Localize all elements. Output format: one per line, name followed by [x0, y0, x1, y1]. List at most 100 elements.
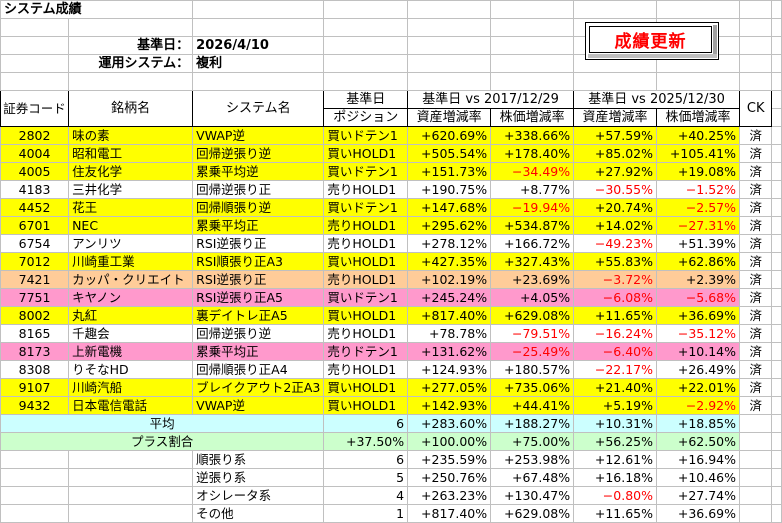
cell[interactable]	[738, 486, 773, 505]
count-cell[interactable]: +37.50%	[323, 432, 409, 451]
position-cell[interactable]: 買いHOLD1	[323, 378, 409, 397]
system-name-cell[interactable]: VWAP逆	[192, 396, 325, 415]
cell[interactable]	[738, 18, 773, 37]
rate-cell-a1[interactable]: +124.93%	[407, 360, 492, 379]
cell[interactable]	[407, 54, 492, 73]
summary-cell-a1[interactable]: +100.00%	[407, 432, 492, 451]
cell[interactable]	[738, 468, 773, 487]
cell[interactable]	[407, 72, 492, 91]
position-cell[interactable]: 売りHOLD1	[323, 216, 409, 235]
rate-cell-a1[interactable]: +102.19%	[407, 270, 492, 289]
category-cell-a2[interactable]: −0.80%	[573, 486, 657, 505]
cell[interactable]	[323, 0, 409, 19]
cell[interactable]	[771, 72, 782, 91]
rate-cell-a2[interactable]: +27.92%	[573, 162, 657, 181]
cell[interactable]	[0, 468, 70, 487]
cell[interactable]	[407, 0, 492, 19]
rate-cell-p1[interactable]: +735.06%	[490, 378, 575, 397]
ck-cell[interactable]: 済	[738, 180, 773, 199]
cell[interactable]	[68, 468, 194, 487]
rate-cell-p2[interactable]: −35.12%	[655, 324, 741, 343]
cell[interactable]	[771, 378, 782, 397]
stock-name-cell[interactable]: カッパ・クリエイト	[68, 270, 194, 289]
cell[interactable]	[323, 72, 409, 91]
ck-cell[interactable]: 済	[738, 126, 773, 145]
system-name-cell[interactable]: RSI逆張り正	[192, 270, 325, 289]
rate-cell-a1[interactable]: +427.35%	[407, 252, 492, 271]
category-count[interactable]: 5	[323, 468, 409, 487]
stock-name-cell[interactable]: 住友化学	[68, 162, 194, 181]
cell[interactable]	[771, 180, 782, 199]
stock-name-cell[interactable]: アンリツ	[68, 234, 194, 253]
cell[interactable]	[192, 18, 325, 37]
rate-cell-p1[interactable]: −34.49%	[490, 162, 575, 181]
summary-cell-p2[interactable]: +18.85%	[655, 414, 741, 433]
position-cell[interactable]: 買いHOLD1	[323, 306, 409, 325]
rate-cell-a2[interactable]: +55.83%	[573, 252, 657, 271]
rate-cell-a2[interactable]: +5.19%	[573, 396, 657, 415]
stock-name-cell[interactable]: 川崎重工業	[68, 252, 194, 271]
cell[interactable]	[771, 288, 782, 307]
stock-code-cell[interactable]: 7012	[0, 252, 70, 271]
rate-cell-a1[interactable]: +147.68%	[407, 198, 492, 217]
category-cell-a1[interactable]: +250.76%	[407, 468, 492, 487]
rate-cell-a2[interactable]: +57.59%	[573, 126, 657, 145]
summary-cell-a2[interactable]: +10.31%	[573, 414, 657, 433]
stock-code-cell[interactable]: 4005	[0, 162, 70, 181]
ck-cell[interactable]: 済	[738, 216, 773, 235]
rate-cell-p2[interactable]: −1.52%	[655, 180, 741, 199]
cell[interactable]	[490, 54, 575, 73]
cell[interactable]	[771, 144, 782, 163]
cell[interactable]	[771, 0, 782, 19]
ck-cell[interactable]: 済	[738, 234, 773, 253]
cell[interactable]	[771, 270, 782, 289]
ck-cell[interactable]: 済	[738, 252, 773, 271]
rate-cell-a2[interactable]: −6.08%	[573, 288, 657, 307]
cell[interactable]	[490, 72, 575, 91]
cell[interactable]	[738, 72, 773, 91]
cell[interactable]	[655, 0, 741, 19]
category-cell-a1[interactable]: +817.40%	[407, 504, 492, 523]
cell[interactable]	[573, 72, 657, 91]
category-count[interactable]: 4	[323, 486, 409, 505]
rate-cell-a1[interactable]: +295.62%	[407, 216, 492, 235]
position-cell[interactable]: 売りHOLD1	[323, 270, 409, 289]
category-cell-p2[interactable]: +16.94%	[655, 450, 741, 469]
rate-cell-p1[interactable]: +338.66%	[490, 126, 575, 145]
summary-cell-a1[interactable]: +283.60%	[407, 414, 492, 433]
category-cell-p1[interactable]: +67.48%	[490, 468, 575, 487]
rate-cell-a2[interactable]: −49.23%	[573, 234, 657, 253]
rate-cell-p1[interactable]: +629.08%	[490, 306, 575, 325]
rate-cell-p1[interactable]: +23.69%	[490, 270, 575, 289]
rate-cell-p2[interactable]: +10.14%	[655, 342, 741, 361]
category-cell-a2[interactable]: +16.18%	[573, 468, 657, 487]
cell[interactable]	[738, 450, 773, 469]
cell[interactable]	[771, 54, 782, 73]
rate-cell-p2[interactable]: −2.92%	[655, 396, 741, 415]
rate-cell-p2[interactable]: +19.08%	[655, 162, 741, 181]
rate-cell-a2[interactable]: −6.40%	[573, 342, 657, 361]
position-cell[interactable]: 買いドテン1	[323, 162, 409, 181]
position-cell[interactable]: 売りHOLD1	[323, 324, 409, 343]
cell[interactable]	[771, 198, 782, 217]
rate-cell-a1[interactable]: +620.69%	[407, 126, 492, 145]
rate-cell-p2[interactable]: +26.49%	[655, 360, 741, 379]
cell[interactable]	[0, 36, 70, 55]
system-name-cell[interactable]: 回帰順張り正A4	[192, 360, 325, 379]
stock-code-cell[interactable]: 4004	[0, 144, 70, 163]
rate-cell-p2[interactable]: +40.25%	[655, 126, 741, 145]
cell[interactable]	[771, 468, 782, 487]
cell[interactable]	[490, 36, 575, 55]
rate-cell-p1[interactable]: +44.41%	[490, 396, 575, 415]
rate-cell-p1[interactable]: +180.57%	[490, 360, 575, 379]
rate-cell-a1[interactable]: +505.54%	[407, 144, 492, 163]
cell[interactable]	[771, 450, 782, 469]
ck-cell[interactable]: 済	[738, 270, 773, 289]
cell[interactable]	[771, 396, 782, 415]
stock-code-cell[interactable]: 9107	[0, 378, 70, 397]
cell[interactable]	[68, 486, 194, 505]
stock-code-cell[interactable]: 9432	[0, 396, 70, 415]
summary-cell-a2[interactable]: +56.25%	[573, 432, 657, 451]
cell[interactable]	[771, 504, 782, 523]
cell[interactable]	[771, 216, 782, 235]
